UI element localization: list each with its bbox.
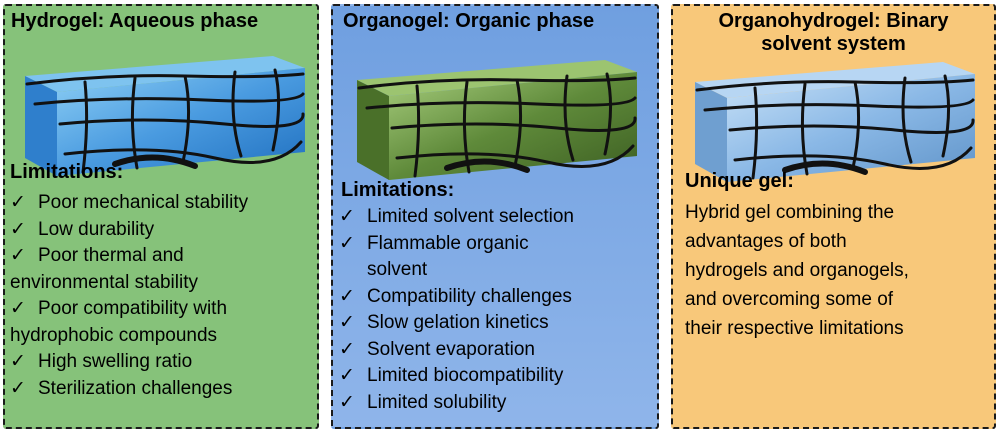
organogel-title: Organogel: Organic phase [343, 10, 595, 32]
organogel-limitations-list: ✓ Limited solvent selection ✓ Flammable or… [339, 204, 657, 416]
list-item: ✓ Sterilization challenges [10, 376, 320, 403]
check-icon: ✓ [339, 232, 355, 254]
check-icon: ✓ [339, 206, 355, 227]
organohydrogel-panel: Organohydrogel: Binary solvent system Un… [671, 4, 996, 429]
check-icon: ✓ [339, 312, 355, 333]
list-item: ✓ Poor compatibility with hydrophobic comp… [10, 298, 228, 346]
check-icon: ✓ [10, 192, 26, 213]
check-icon: ✓ [339, 391, 355, 413]
list-item: ✓ Limited solubility [339, 390, 657, 417]
organohydrogel-network-illustration [695, 62, 975, 182]
check-icon: ✓ [10, 298, 26, 319]
hydrogel-title: Hydrogel: Aqueous phase [11, 10, 259, 32]
check-icon: ✓ [10, 377, 26, 399]
list-item: ✓ Solvent evaporation [339, 337, 657, 364]
hydrogel-limitations-list: ✓ Poor mechanical stability ✓ Low durabili… [10, 190, 320, 402]
check-icon: ✓ [339, 338, 355, 360]
check-icon: ✓ [339, 285, 355, 307]
list-item: ✓ Compatibility challenges [339, 284, 657, 311]
organogel-network-illustration [357, 60, 637, 180]
check-icon: ✓ [339, 365, 355, 386]
organogel-limitations-heading: Limitations: [341, 179, 455, 201]
hydrogel-network-illustration [25, 56, 305, 176]
organohydrogel-description: Hybrid gel combining the advantages of b… [685, 202, 909, 339]
list-item: ✓ Flammable organic solvent [339, 232, 529, 281]
check-icon: ✓ [10, 351, 26, 372]
check-icon: ✓ [10, 245, 26, 266]
list-item: ✓ Limited biocompatibility [339, 363, 657, 390]
list-item: ✓ Low durability [10, 217, 320, 244]
list-item: ✓ Poor thermal and environmental stability [10, 245, 198, 293]
list-item: ✓ High swelling ratio [10, 349, 320, 376]
check-icon: ✓ [10, 218, 26, 240]
list-item: ✓ Poor mechanical stability [10, 190, 320, 217]
list-item: ✓ Slow gelation kinetics [339, 310, 657, 337]
hydrogel-limitations-heading: Limitations: [10, 161, 124, 183]
unique-gel-heading: Unique gel: [685, 170, 794, 192]
organohydrogel-title: Organohydrogel: Binary solvent system [718, 10, 949, 55]
organogel-panel: Organogel: Organic phase Limitations: ✓ L… [331, 4, 659, 429]
list-item: ✓ Limited solvent selection [339, 204, 657, 231]
hydrogel-panel: Hydrogel: Aqueous phase Limitations: ✓ Po… [3, 4, 319, 429]
